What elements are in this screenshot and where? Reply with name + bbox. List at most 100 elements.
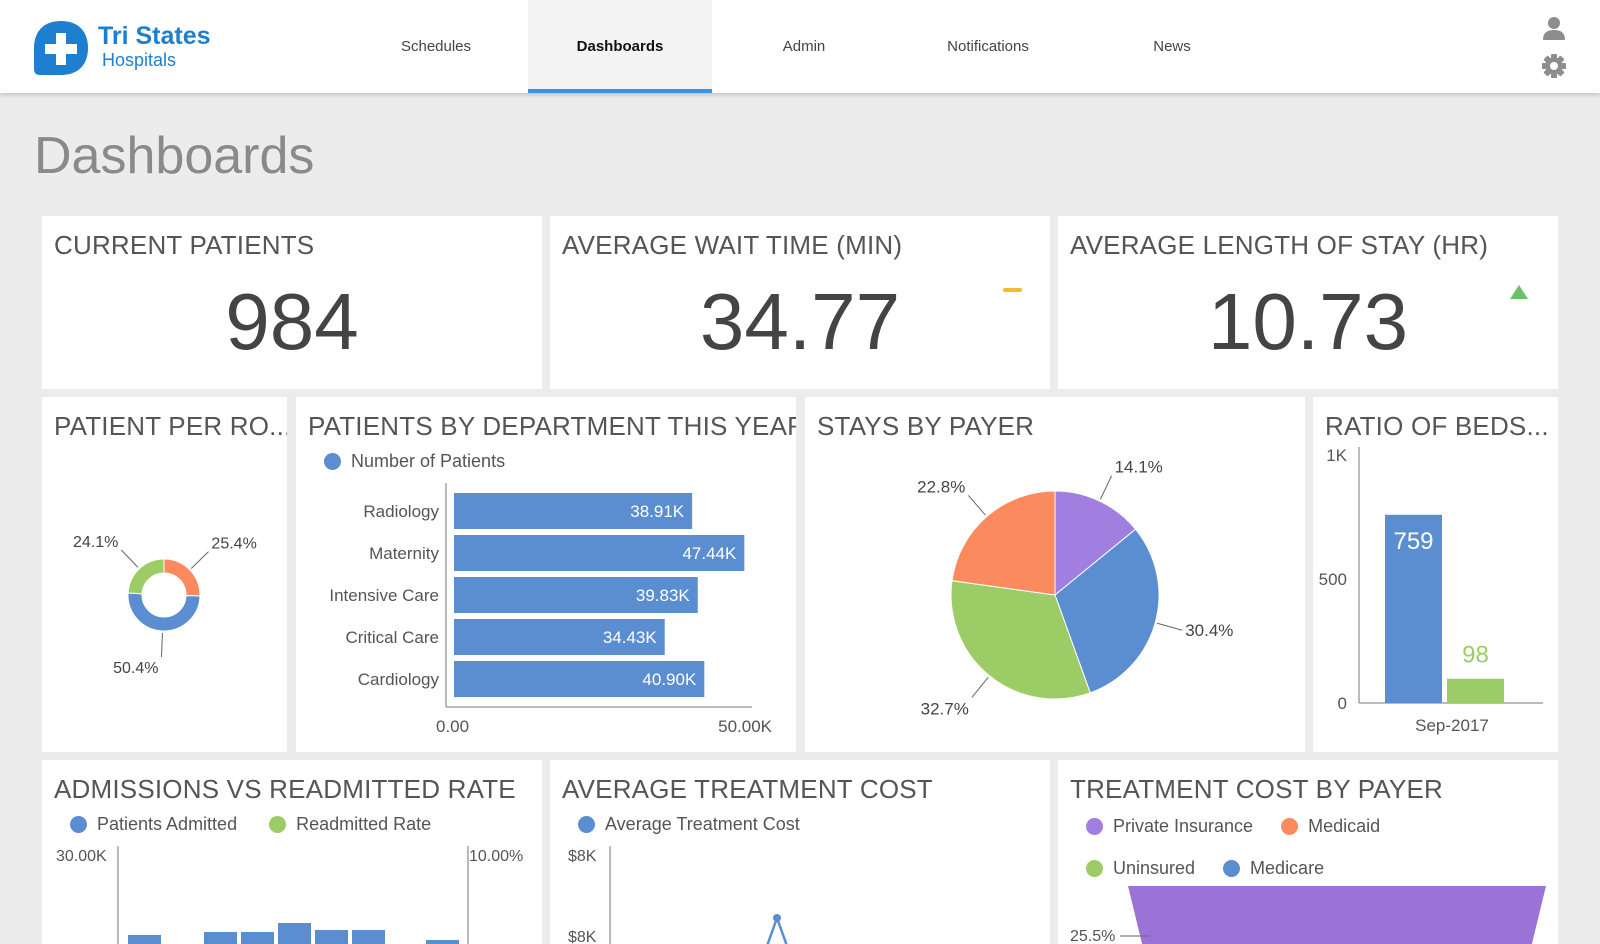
department-bar xyxy=(454,619,665,655)
funnel-segment-private-insurance xyxy=(1128,886,1546,944)
patients-by-department-card[interactable]: PATIENTS BY DEPARTMENT THIS YEAR Number … xyxy=(296,397,796,752)
current-patients-card[interactable]: CURRENT PATIENTS 984 xyxy=(42,216,542,389)
slice-leader xyxy=(190,551,209,569)
stays-by-payer-pie-chart: 14.1% 30.4% 32.7% 22.8% xyxy=(917,458,1233,719)
trend-up-icon xyxy=(1510,285,1528,299)
legend-label: Medicaid xyxy=(1308,816,1381,836)
bar-data-label: 759 xyxy=(1393,528,1433,555)
page-title: Dashboards xyxy=(34,127,315,185)
category-label: Radiology xyxy=(363,502,439,521)
tab-news[interactable]: News xyxy=(1153,38,1191,55)
slice-leader xyxy=(1157,622,1183,631)
slice-leader xyxy=(121,549,139,568)
bar-data-label: 39.83K xyxy=(636,586,691,605)
admissions-bar xyxy=(352,930,385,944)
slice-leader xyxy=(160,632,163,657)
brand-logo[interactable]: Tri States Hospitals xyxy=(32,19,232,79)
department-bar xyxy=(454,493,693,529)
department-bar xyxy=(454,661,705,697)
average-length-of-stay-card[interactable]: AVERAGE LENGTH OF STAY (HR) 10.73 xyxy=(1058,216,1558,389)
department-bar xyxy=(454,535,745,571)
legend-dot xyxy=(269,816,287,833)
y-tick-label: 500 xyxy=(1319,570,1347,589)
app-header: Tri States Hospitals Schedules Dashboard… xyxy=(0,0,1600,93)
brand-subtitle: Hospitals xyxy=(102,50,177,70)
legend-dot xyxy=(1281,818,1299,835)
card-title: PATIENT PER RO... xyxy=(54,411,287,441)
legend-label: Uninsured xyxy=(1113,858,1196,878)
y-left-tick-label: 30.00K xyxy=(56,848,107,865)
tab-admin[interactable]: Admin xyxy=(782,38,826,55)
average-treatment-cost-card[interactable]: AVERAGE TREATMENT COST Average Treatment… xyxy=(550,760,1050,944)
legend-dot xyxy=(324,453,341,470)
admissions-bar xyxy=(204,932,237,944)
treatment-cost-by-payer-card[interactable]: TREATMENT COST BY PAYER Private Insuranc… xyxy=(1058,760,1558,944)
pie-slice xyxy=(950,580,1091,700)
legend-label: Patients Admitted xyxy=(97,814,238,834)
ratio-of-beds-bar-chart: 0 500 1K 759 98 Sep-2017 xyxy=(1319,446,1543,735)
kpi-value: 34.77 xyxy=(699,277,901,366)
card-title: PATIENTS BY DEPARTMENT THIS YEAR xyxy=(308,411,796,441)
beds-bar xyxy=(1447,678,1504,703)
slice-leader xyxy=(971,676,989,698)
card-title: AVERAGE TREATMENT COST xyxy=(562,774,933,804)
chart-legend: Private Insurance Medicaid xyxy=(1086,816,1380,837)
patient-per-room-donut-chart: 25.4% 50.4% 24.1% xyxy=(73,534,257,677)
neutral-trend-icon xyxy=(1003,288,1022,292)
ratio-of-beds-card[interactable]: RATIO OF BEDS... 0 500 1K 759 98 Sep-2017 xyxy=(1313,397,1558,752)
slice-leader xyxy=(967,495,986,516)
slice-label: 50.4% xyxy=(113,660,158,677)
stays-by-payer-card[interactable]: STAYS BY PAYER 14.1% 30.4% 32.7% 22.8% xyxy=(805,397,1305,752)
hospital-cross-icon xyxy=(34,21,88,75)
kpi-value: 984 xyxy=(225,277,359,366)
tab-dashboards[interactable]: Dashboards xyxy=(528,0,712,93)
legend-dot xyxy=(1086,860,1103,877)
cost-point xyxy=(773,914,781,922)
brand-name: Tri States xyxy=(98,22,211,50)
x-tick-label: 50.00K xyxy=(718,717,773,736)
chart-legend: Uninsured Medicare xyxy=(1086,858,1324,879)
y-right-tick-label: 10.00% xyxy=(469,848,523,865)
admissions-bar-chart: 30.00K 10.00% xyxy=(56,846,523,944)
card-title: AVERAGE WAIT TIME (MIN) xyxy=(562,230,903,260)
legend-label: Readmitted Rate xyxy=(296,814,432,834)
beds-bar xyxy=(1385,514,1442,703)
bar-data-label: 34.43K xyxy=(603,628,658,647)
funnel-label: 25.5% xyxy=(1070,928,1115,944)
tab-notifications[interactable]: Notifications xyxy=(947,38,1029,55)
slice-label: 24.1% xyxy=(73,534,118,551)
legend-dot xyxy=(1086,818,1103,835)
x-tick-label: 0.00 xyxy=(436,717,469,736)
y-tick-label: $8K xyxy=(568,848,597,865)
card-title: CURRENT PATIENTS xyxy=(54,230,315,260)
admissions-bar xyxy=(241,932,274,944)
bar-data-label: 38.91K xyxy=(630,502,685,521)
average-wait-time-card[interactable]: AVERAGE WAIT TIME (MIN) 34.77 xyxy=(550,216,1050,389)
legend-label: Private Insurance xyxy=(1113,816,1254,836)
admissions-bar xyxy=(315,930,348,944)
bar-data-label: 40.90K xyxy=(642,670,697,689)
main-nav: Schedules Dashboards Admin Notifications… xyxy=(344,0,1264,93)
category-label: Intensive Care xyxy=(329,586,439,605)
bar-data-label: 98 xyxy=(1462,642,1489,669)
tab-schedules[interactable]: Schedules xyxy=(400,38,472,55)
patient-per-room-card[interactable]: PATIENT PER RO... 25.4% 50.4% 24.1% xyxy=(42,397,287,752)
slice-label: 14.1% xyxy=(1115,458,1163,477)
kpi-value: 10.73 xyxy=(1207,277,1409,366)
slice-label: 22.8% xyxy=(917,477,965,496)
legend-dot xyxy=(70,816,87,833)
user-icon[interactable] xyxy=(1540,14,1568,42)
card-title: ADMISSIONS VS READMITTED RATE xyxy=(54,774,516,804)
department-bar-chart: 38.91K Radiology 47.44K Maternity 39.83K Inte… xyxy=(329,483,773,736)
pie-slice xyxy=(1054,528,1160,694)
gear-icon[interactable] xyxy=(1540,52,1568,80)
x-tick-label: Sep-2017 xyxy=(1415,716,1489,735)
admissions-vs-readmitted-card[interactable]: ADMISSIONS VS READMITTED RATE Patients A… xyxy=(42,760,542,944)
y-tick-label: $8K xyxy=(568,929,597,944)
bar-data-label: 47.44K xyxy=(682,544,737,563)
card-title: STAYS BY PAYER xyxy=(817,411,1035,441)
chart-legend: Average Treatment Cost xyxy=(578,814,800,835)
legend-dot xyxy=(578,816,595,833)
admissions-bar xyxy=(128,935,161,944)
department-bar xyxy=(454,577,698,613)
